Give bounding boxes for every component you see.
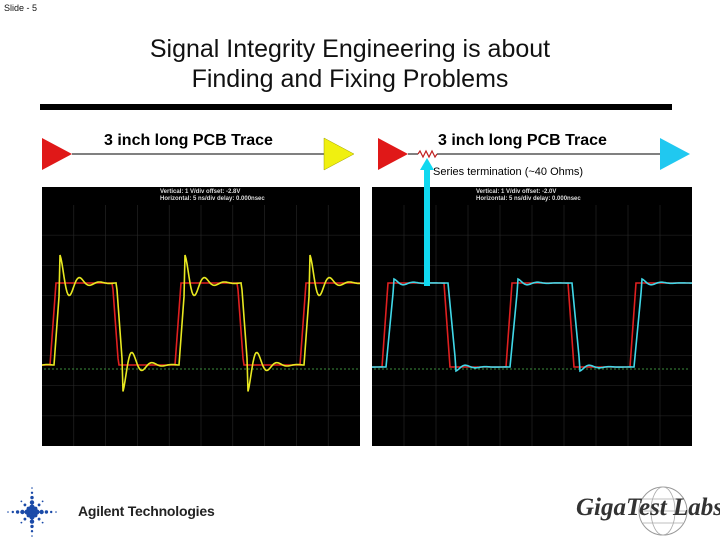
scope-left: Vertical: 1 V/div offset: -2.8V Horizont… bbox=[42, 187, 360, 446]
gigatest-logo-text: GigaTest Labs bbox=[576, 494, 720, 521]
agilent-spark-logo bbox=[7, 487, 57, 537]
trace-label-left: 3 inch long PCB Trace bbox=[104, 132, 273, 149]
driver-triangle-left bbox=[42, 138, 72, 170]
scope-right-vertical: Vertical: 1 V/div offset: -2.0V bbox=[476, 189, 557, 195]
right-circuit-diagram bbox=[378, 138, 690, 170]
resistor-icon bbox=[417, 149, 438, 159]
gigatest-globe-logo bbox=[638, 486, 688, 536]
slide-title: Signal Integrity Engineering is about Fi… bbox=[0, 34, 700, 94]
termination-pointer-arrow bbox=[420, 158, 434, 286]
scope-left-plot bbox=[42, 205, 360, 446]
receiver-triangle-right bbox=[660, 138, 690, 170]
title-line-2: Finding and Fixing Problems bbox=[191, 65, 509, 93]
output-waveform-left bbox=[42, 254, 360, 392]
receiver-triangle-left bbox=[323, 137, 355, 171]
scope-right-horizontal: Horizontal: 5 ns/div delay: 0.000nsec bbox=[476, 196, 581, 202]
title-line-1: Signal Integrity Engineering is about bbox=[149, 35, 551, 63]
trace-label-right: 3 inch long PCB Trace bbox=[438, 132, 607, 149]
driver-triangle-right bbox=[378, 138, 408, 170]
series-termination-label: Series termination (~40 Ohms) bbox=[433, 166, 584, 178]
scope-left-vertical: Vertical: 1 V/div offset: -2.8V bbox=[160, 189, 241, 195]
slide-number: Slide - 5 bbox=[4, 3, 38, 13]
title-divider bbox=[40, 104, 672, 110]
left-circuit-diagram bbox=[42, 137, 355, 171]
agilent-logo-text: Agilent Technologies bbox=[78, 503, 215, 519]
scope-left-horizontal: Horizontal: 5 ns/div delay: 0.000nsec bbox=[160, 196, 265, 202]
